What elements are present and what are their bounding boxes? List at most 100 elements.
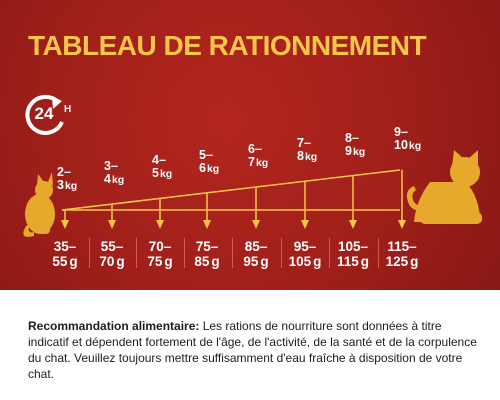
portion-value: 85– 95 g	[236, 239, 276, 269]
portion-number: 70	[99, 254, 115, 269]
weight-label: 9– 10kg	[394, 124, 434, 153]
weight-value: 7kg	[248, 156, 288, 170]
weight-range: 8–	[345, 130, 359, 145]
portion-value: 55– 70 g	[92, 239, 132, 269]
badge-number: 24	[35, 104, 54, 123]
portion-amount: 75 g	[140, 254, 180, 269]
recommendation-label: Recommandation alimentaire:	[28, 319, 200, 333]
weight-unit: kg	[255, 157, 269, 170]
portion-value: 115– 125 g	[382, 239, 422, 269]
portion-arrow-head	[349, 220, 357, 229]
portion-arrow-head	[301, 220, 309, 229]
weight-value: 3kg	[57, 178, 97, 193]
weight-number: 5	[152, 166, 159, 181]
portion-separator	[329, 238, 330, 268]
weight-range: 7–	[297, 136, 311, 151]
portion-number: 55	[52, 254, 68, 269]
weight-value: 9kg	[345, 143, 385, 159]
portion-arrows	[61, 169, 406, 229]
weight-scale	[23, 150, 482, 237]
portion-value: 105– 115 g	[333, 239, 373, 269]
recommendation-note: Recommandation alimentaire: Les rations …	[28, 318, 478, 382]
portion-number: 85	[194, 254, 210, 269]
portion-range: 105–	[337, 239, 369, 254]
weight-unit: kg	[352, 145, 366, 158]
portion-separator	[89, 238, 90, 268]
portion-number: 95	[243, 254, 259, 269]
portion-separator	[136, 238, 137, 268]
portion-amount: 115 g	[333, 254, 373, 269]
weight-number: 8	[297, 149, 304, 164]
portion-number: 75	[147, 254, 163, 269]
weight-label: 5– 6kg	[199, 147, 239, 176]
portion-unit: g	[69, 254, 78, 269]
weight-range: 6–	[248, 142, 262, 157]
weight-unit: kg	[64, 179, 78, 192]
weight-unit: kg	[206, 162, 220, 175]
weight-label: 3– 4kg	[104, 160, 144, 187]
portion-unit: g	[116, 254, 125, 269]
portion-amount: 105 g	[285, 254, 325, 269]
weight-label: 2– 3kg	[57, 164, 97, 193]
portion-unit: g	[410, 254, 419, 269]
weight-unit: kg	[159, 168, 173, 181]
portion-unit: g	[260, 254, 269, 269]
portion-unit: g	[360, 254, 370, 269]
portion-separator	[281, 238, 282, 268]
footer: Recommandation alimentaire: Les rations …	[0, 290, 500, 400]
weight-number: 9	[345, 143, 352, 158]
portion-arrow-head	[108, 220, 116, 229]
portion-arrow-head	[252, 220, 260, 229]
portion-amount: 85 g	[187, 254, 227, 269]
portion-number: 125	[385, 254, 409, 269]
weight-range: 9–	[394, 124, 408, 139]
weight-label: 4– 5kg	[152, 154, 192, 181]
portion-range: 55–	[100, 239, 124, 254]
weight-value: 8kg	[297, 150, 337, 164]
portion-amount: 95 g	[236, 254, 276, 269]
weight-label: 8– 9kg	[345, 130, 385, 159]
badge-unit: H	[64, 104, 71, 115]
portion-arrow-head	[156, 220, 164, 229]
portion-amount: 125 g	[382, 254, 422, 269]
recommendation-text: Les rations de nourriture sont données à…	[28, 319, 477, 381]
slope-line	[61, 169, 401, 211]
24h-clock-icon: 24 H	[25, 94, 71, 135]
weight-label: 7– 8kg	[297, 137, 337, 164]
weight-label: 6– 7kg	[248, 143, 288, 170]
portion-value: 75– 85 g	[187, 239, 227, 269]
portion-separator	[184, 238, 185, 268]
portion-arrow-head	[61, 220, 69, 229]
portion-separator	[378, 238, 379, 268]
portion-range: 95–	[293, 239, 317, 254]
portion-range: 75–	[195, 239, 219, 254]
portion-separator	[232, 238, 233, 268]
portion-range: 70–	[148, 239, 172, 254]
weight-number: 4	[104, 172, 111, 187]
small-cat-icon	[23, 172, 55, 237]
portion-range: 35–	[53, 239, 77, 254]
portion-arrow-head	[203, 220, 211, 229]
portion-unit: g	[313, 254, 322, 269]
large-cat-icon	[406, 150, 482, 224]
weight-value: 10kg	[394, 138, 434, 153]
weight-unit: kg	[111, 174, 125, 187]
portion-value: 35– 55 g	[45, 239, 85, 269]
portion-amount: 55 g	[45, 254, 85, 269]
portion-number: 105	[288, 254, 312, 269]
weight-range: 5–	[199, 147, 213, 162]
weight-range: 2–	[57, 164, 71, 179]
portion-unit: g	[164, 254, 173, 269]
portion-arrow-head	[398, 220, 406, 229]
portion-value: 95– 105 g	[285, 239, 325, 269]
weight-value: 4kg	[104, 173, 144, 187]
weight-range: 4–	[152, 153, 166, 168]
weight-unit: kg	[304, 151, 318, 164]
portion-value: 70– 75 g	[140, 239, 180, 269]
weight-unit: kg	[408, 139, 422, 152]
portion-range: 115–	[387, 239, 417, 254]
portion-range: 85–	[244, 239, 268, 254]
weight-range: 3–	[104, 159, 118, 174]
weight-number: 7	[248, 155, 255, 170]
